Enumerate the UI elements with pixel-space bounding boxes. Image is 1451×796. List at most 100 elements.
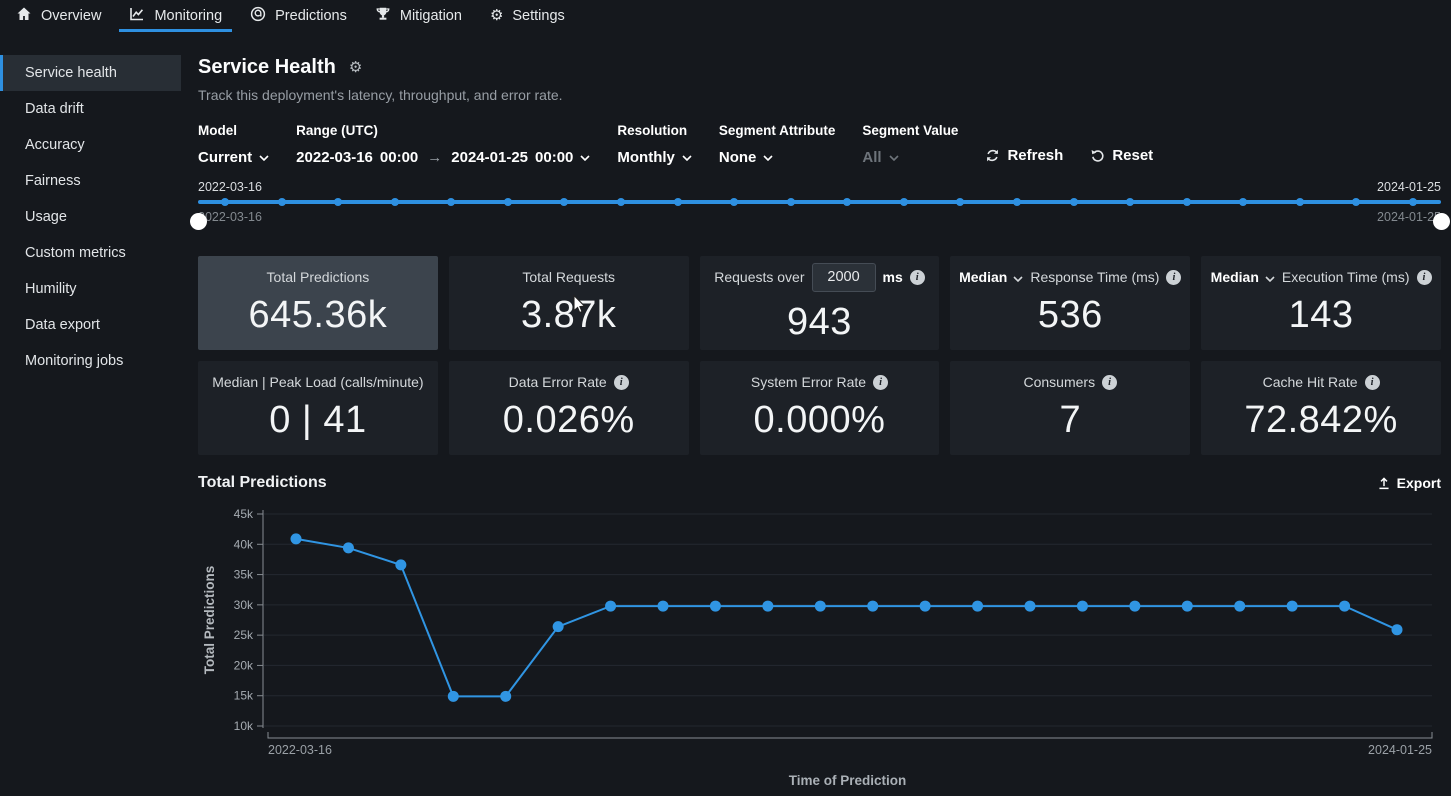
slider-left-handle[interactable] <box>190 213 207 230</box>
slider-dot <box>1013 198 1021 206</box>
stat-card-label-text: Execution Time (ms) <box>1281 269 1410 285</box>
range-filter-label: Range (UTC) <box>296 123 378 138</box>
info-icon[interactable]: i <box>909 269 925 285</box>
home-icon <box>16 6 32 26</box>
stat-card-value: 143 <box>1288 294 1354 336</box>
refresh-icon <box>987 149 999 162</box>
info-icon[interactable]: i <box>1364 374 1380 390</box>
aggregation-select[interactable]: Median <box>959 269 1008 285</box>
stat-card-data-error-rate[interactable]: Data Error Rate i 0.026% <box>448 361 689 455</box>
svg-text:15k: 15k <box>234 689 254 703</box>
sidebar-item-monitoring-jobs[interactable]: Monitoring jobs <box>25 353 124 369</box>
export-button[interactable]: Export <box>1377 475 1441 491</box>
slider-dot <box>1182 198 1191 206</box>
info-icon[interactable]: i <box>873 374 889 390</box>
stat-card-value: 0.000% <box>753 399 886 441</box>
sidebar-item-humility[interactable]: Humility <box>25 281 77 297</box>
segment-attribute-filter: Segment Attribute None <box>719 123 836 166</box>
svg-text:35k: 35k <box>234 568 254 582</box>
stat-card-consumers[interactable]: Consumers i 7 <box>950 361 1191 455</box>
sidebar-item-custom-metrics[interactable]: Custom metrics <box>25 245 126 261</box>
stat-card-label: Consumers i <box>1023 374 1118 390</box>
stat-card-value: 536 <box>1037 294 1103 336</box>
info-icon[interactable]: i <box>1416 269 1432 285</box>
segment-value-value: All <box>862 149 882 166</box>
slider-dot <box>1126 198 1135 206</box>
slider-right-handle[interactable] <box>1433 213 1450 230</box>
sidebar-item-fairness[interactable]: Fairness <box>25 173 81 189</box>
slider-dot <box>786 198 795 206</box>
nav-item-predictions[interactable]: Predictions <box>236 0 361 32</box>
stat-card-response-time-ms[interactable]: Median Response Time (ms) i 536 <box>950 256 1191 350</box>
stat-card-median-peak-load-calls-minute[interactable]: Median | Peak Load (calls/minute) 0 | 41 <box>198 361 438 455</box>
gear-icon: ⚙ <box>489 7 504 24</box>
trophy-icon <box>375 6 391 26</box>
stat-card-label-text: Requests over <box>714 269 805 285</box>
sidebar-item-usage[interactable]: Usage <box>25 209 67 225</box>
page-settings-gear-icon[interactable]: ⚙ <box>348 59 363 76</box>
svg-text:30k: 30k <box>234 598 254 612</box>
info-icon[interactable]: i <box>613 374 629 390</box>
stat-card-value: 0.026% <box>502 399 635 441</box>
nav-item-label: Predictions <box>275 8 347 24</box>
range-end-time: 00:00 <box>535 149 574 166</box>
stat-card-label-text: Consumers <box>1023 374 1096 390</box>
export-button-label: Export <box>1396 475 1441 491</box>
page-subtitle: Track this deployment's latency, through… <box>198 87 563 103</box>
stat-card-label: Median Response Time (ms) i <box>959 269 1182 285</box>
stat-card-requests-over[interactable]: Requests over msi 943 <box>699 256 940 350</box>
slider-start-label: 2022-03-16 <box>198 180 262 194</box>
stat-card-execution-time-ms[interactable]: Median Execution Time (ms) i 143 <box>1201 256 1441 350</box>
stat-card-value: 7 <box>1059 399 1082 441</box>
resolution-select[interactable]: Monthly <box>617 149 692 166</box>
sidebar-item-data-export[interactable]: Data export <box>25 317 100 333</box>
page-title: Service Health <box>198 56 336 78</box>
stat-card-total-predictions[interactable]: Total Predictions 645.36k <box>198 256 438 350</box>
model-select-value: Current <box>198 149 253 166</box>
svg-text:25k: 25k <box>234 628 254 642</box>
resolution-filter: Resolution Monthly <box>617 123 692 166</box>
svg-text:40k: 40k <box>234 537 254 551</box>
chevron-down-icon <box>259 154 269 161</box>
nav-item-label: Settings <box>512 8 565 24</box>
info-icon[interactable]: i <box>1166 269 1182 285</box>
nav-item-settings[interactable]: ⚙ Settings <box>476 0 579 32</box>
segment-value-select[interactable]: All <box>862 149 958 166</box>
chevron-down-icon <box>1013 269 1023 285</box>
sidebar: Service health Data drift Accuracy Fairness… <box>0 32 181 796</box>
main-content: Service Health ⚙ Track this deployment's… <box>181 32 1451 796</box>
line-chart-canvas: 45k 40k 35k 30k 25k 20k 15k 10k 2022-03-16 2024-0… <box>202 507 1433 788</box>
stat-card-value: 3.87k <box>520 294 617 336</box>
aggregation-select[interactable]: Median <box>1210 269 1259 285</box>
nav-item-monitoring[interactable]: Monitoring <box>115 0 236 32</box>
sidebar-item-service-health[interactable]: Service health <box>0 55 181 91</box>
slider-dot <box>560 198 569 206</box>
nav-item-mitigation[interactable]: Mitigation <box>361 0 476 32</box>
svg-text:2022-03-16: 2022-03-16 <box>268 743 332 757</box>
total-predictions-chart: 45k 40k 35k 30k 25k 20k 15k 10k 2022-03-16 2024-0… <box>198 502 1441 792</box>
info-icon[interactable]: i <box>1102 374 1118 390</box>
range-select[interactable]: 2022-03-16 00:00 → 2024-01-25 00:00 <box>296 149 590 166</box>
stat-card-system-error-rate[interactable]: System Error Rate i 0.000% <box>699 361 940 455</box>
reset-button[interactable]: Reset <box>1090 147 1153 164</box>
segment-value-label: Segment Value <box>862 123 959 138</box>
stat-card-label-text: Total Requests <box>522 269 615 285</box>
stat-card-total-requests[interactable]: Total Requests 3.87k <box>448 256 689 350</box>
sidebar-item-accuracy[interactable]: Accuracy <box>25 137 85 153</box>
resolution-select-value: Monthly <box>617 149 675 166</box>
reset-button-label: Reset <box>1112 147 1154 164</box>
stat-card-cache-hit-rate[interactable]: Cache Hit Rate i 72.842% <box>1201 361 1441 455</box>
segment-value-filter: Segment Value All <box>862 123 958 166</box>
slider-track[interactable] <box>190 198 1450 230</box>
sidebar-item-data-drift[interactable]: Data drift <box>25 101 84 117</box>
stat-card-label-text: System Error Rate <box>750 374 867 390</box>
ms-threshold-input[interactable] <box>811 262 876 292</box>
svg-text:45k: 45k <box>234 507 254 521</box>
nav-item-overview[interactable]: Overview <box>2 0 115 32</box>
chevron-down-icon <box>682 154 692 161</box>
segment-attribute-select[interactable]: None <box>719 149 836 166</box>
model-select[interactable]: Current <box>198 149 269 166</box>
slider-dot <box>503 198 512 206</box>
slider-dot <box>899 198 908 206</box>
refresh-button[interactable]: Refresh <box>985 147 1063 164</box>
